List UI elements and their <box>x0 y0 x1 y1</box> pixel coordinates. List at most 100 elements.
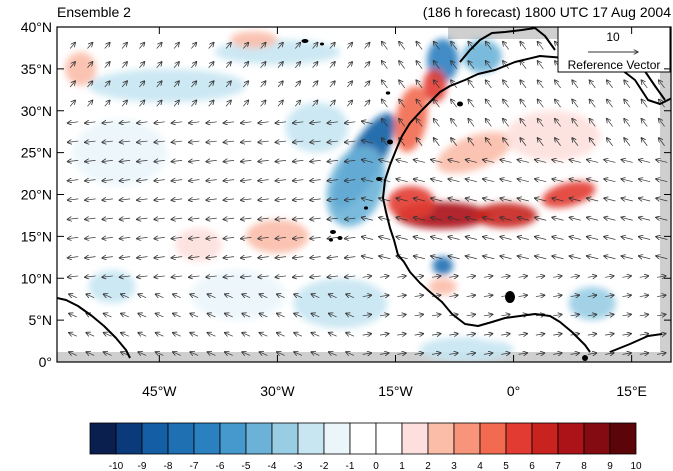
wind-vector <box>589 118 596 127</box>
wind-vector <box>520 118 527 127</box>
wind-vector <box>346 62 352 68</box>
wind-vector <box>208 81 214 88</box>
wind-vector <box>605 295 614 296</box>
wind-vector <box>621 217 633 220</box>
wind-vector <box>327 160 339 161</box>
wind-vector <box>483 237 495 240</box>
colorbar-label: -2 <box>320 461 329 471</box>
wind-vector <box>223 199 235 200</box>
wind-vector <box>190 313 199 317</box>
colorbar-swatch <box>193 422 221 455</box>
wind-vector <box>327 199 339 200</box>
wind-vector <box>657 314 666 315</box>
reference-vector-label: Reference Vector <box>568 58 661 72</box>
wind-vector <box>224 313 233 317</box>
wind-vector <box>656 237 668 240</box>
wind-vector <box>327 218 339 219</box>
wind-vector <box>259 333 268 337</box>
anomaly-blob <box>474 202 538 228</box>
left-title: Ensemble 2 <box>57 4 131 20</box>
wind-vector <box>69 352 77 356</box>
wind-vector <box>275 218 287 219</box>
wind-vector <box>552 256 564 259</box>
wind-vector <box>67 141 79 142</box>
wind-vector <box>154 218 165 219</box>
wind-vector <box>535 256 547 259</box>
wind-vector <box>294 294 303 298</box>
wind-vector <box>103 352 112 356</box>
wind-vector <box>569 256 581 259</box>
wind-vector <box>500 217 512 220</box>
wind-vector <box>344 180 356 181</box>
wind-vector <box>102 257 113 258</box>
colorbar-label: 0 <box>373 461 379 471</box>
wind-vector <box>87 42 92 49</box>
wind-vector <box>362 334 372 335</box>
wind-vector <box>242 352 251 356</box>
colorbar-swatch <box>531 422 559 455</box>
wind-vector <box>535 217 547 220</box>
wind-vector <box>173 294 181 298</box>
wind-vector <box>641 138 648 146</box>
wind-vector <box>119 160 131 161</box>
wind-vector <box>466 276 476 277</box>
wind-vector <box>535 353 545 354</box>
wind-vector <box>276 333 285 337</box>
wind-vector <box>277 100 283 107</box>
wind-vector <box>465 217 477 220</box>
wind-vector <box>433 41 440 50</box>
wind-vector <box>258 276 269 277</box>
wind-vector <box>346 81 352 88</box>
wind-vector <box>641 99 648 108</box>
wind-vector <box>275 180 287 181</box>
madeira-island <box>385 91 391 95</box>
wind-vector <box>570 314 580 315</box>
wind-vector <box>138 352 147 356</box>
y-tick-label: 35°N <box>21 61 52 77</box>
wind-vector <box>535 237 547 240</box>
wind-vector <box>501 353 510 354</box>
wind-vector <box>641 80 648 89</box>
wind-vector <box>622 314 631 315</box>
wind-vector <box>552 198 564 201</box>
wind-vector <box>206 199 217 200</box>
wind-vector <box>520 80 527 89</box>
wind-vector <box>121 81 127 88</box>
wind-vector <box>362 295 372 296</box>
wind-vector <box>240 141 252 142</box>
x-tick-label: 45°W <box>142 383 177 399</box>
wind-vector <box>344 141 356 142</box>
wind-vector <box>466 334 476 335</box>
wind-vector <box>206 160 217 161</box>
colorbar-swatch <box>505 422 533 455</box>
wind-vector <box>119 276 131 277</box>
colorbar-label: 2 <box>425 461 431 471</box>
wind-vector <box>189 141 200 142</box>
wind-vector <box>327 276 339 277</box>
wind-vector <box>208 42 214 49</box>
wind-vector <box>399 99 406 108</box>
wind-vector <box>154 141 165 142</box>
wind-vector <box>449 334 458 335</box>
wind-vector <box>604 160 616 163</box>
wind-vector <box>171 276 183 277</box>
wind-vector <box>397 334 406 335</box>
wind-vector <box>622 334 631 335</box>
wind-vector <box>85 257 96 258</box>
wind-vector <box>364 81 370 88</box>
wind-vector <box>431 314 441 315</box>
colorbar-swatch <box>427 422 455 455</box>
wind-vector <box>154 237 165 238</box>
wind-vector <box>137 199 148 200</box>
wind-vector <box>223 237 235 238</box>
wind-vector <box>535 198 547 201</box>
wind-vector <box>639 314 649 315</box>
colorbar-label: -10 <box>109 461 124 471</box>
wind-vector <box>173 81 179 88</box>
wind-vector <box>553 314 562 315</box>
wind-vector <box>381 138 388 146</box>
y-tick-label: 5°N <box>29 312 53 328</box>
wind-vector <box>517 198 529 201</box>
x-tick-label: 15°E <box>616 383 647 399</box>
